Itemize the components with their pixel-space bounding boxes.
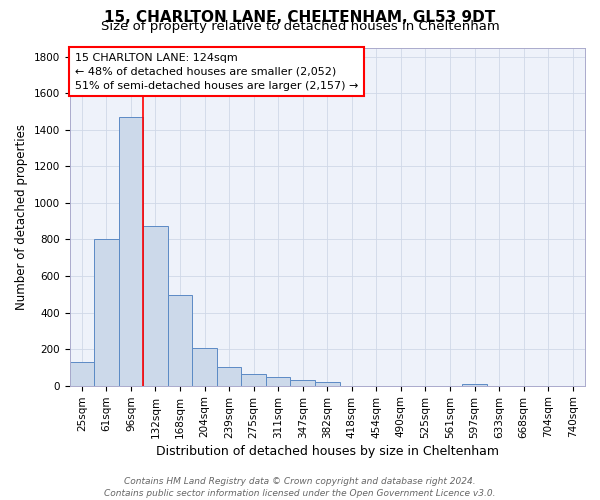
X-axis label: Distribution of detached houses by size in Cheltenham: Distribution of detached houses by size … [156,444,499,458]
Bar [119,117,143,386]
Text: Size of property relative to detached houses in Cheltenham: Size of property relative to detached ho… [101,20,499,33]
Text: 15 CHARLTON LANE: 124sqm
← 48% of detached houses are smaller (2,052)
51% of sem: 15 CHARLTON LANE: 124sqm ← 48% of detach… [74,52,358,90]
Text: Contains HM Land Registry data © Crown copyright and database right 2024.
Contai: Contains HM Land Registry data © Crown c… [104,476,496,498]
Bar [266,377,290,386]
Bar [290,380,315,386]
Bar [94,240,119,386]
Bar [462,384,487,386]
Bar [241,374,266,386]
Bar [143,226,168,386]
Bar [192,348,217,386]
Bar [168,295,192,386]
Bar [315,382,340,386]
Bar [217,366,241,386]
Text: 15, CHARLTON LANE, CHELTENHAM, GL53 9DT: 15, CHARLTON LANE, CHELTENHAM, GL53 9DT [104,10,496,25]
Y-axis label: Number of detached properties: Number of detached properties [15,124,28,310]
Bar [70,362,94,386]
